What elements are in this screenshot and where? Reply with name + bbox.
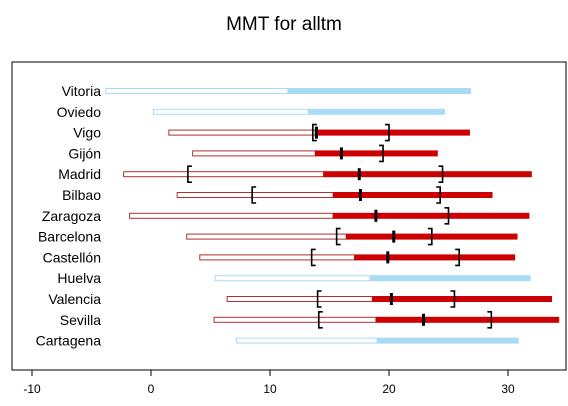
- range-bar-filled: [287, 88, 472, 94]
- ci-low-bracket: [310, 248, 316, 267]
- plot-frame: [11, 61, 567, 371]
- range-bar-filled: [323, 171, 532, 178]
- ci-low-bracket: [312, 123, 317, 142]
- chart-title: MMT for alltm: [226, 14, 342, 35]
- ci-low-bracket: [251, 186, 257, 204]
- mmt-marker: [374, 209, 378, 222]
- x-tick-label: -10: [23, 382, 41, 396]
- range-bar-hollow: [213, 316, 377, 323]
- mmt-marker: [422, 313, 426, 326]
- range-bar-hollow: [236, 337, 378, 344]
- mmt-marker: [358, 189, 362, 201]
- range-bar-hollow: [152, 108, 309, 115]
- range-bar-hollow: [192, 150, 316, 157]
- range-bar-hollow: [214, 275, 371, 282]
- ci-high-bracket: [450, 290, 456, 308]
- mmt-marker: [392, 230, 396, 243]
- mmt-marker: [389, 293, 393, 305]
- range-bar-hollow: [176, 192, 334, 198]
- range-bar-hollow: [105, 88, 289, 94]
- range-bar-hollow: [123, 171, 325, 178]
- city-label: Gijón: [68, 145, 101, 161]
- range-bar-filled: [377, 337, 519, 344]
- ci-low-bracket: [187, 165, 192, 183]
- ci-high-bracket: [455, 248, 461, 267]
- range-bar-filled: [369, 275, 531, 282]
- city-label: Vitoria: [62, 83, 102, 99]
- range-bar-filled: [333, 212, 530, 219]
- mmt-marker: [357, 168, 361, 181]
- x-tick-label: 30: [501, 382, 515, 396]
- city-label: Barcelona: [38, 229, 101, 245]
- x-axis: -10 0 10 20 30: [23, 370, 515, 396]
- range-bar-filled: [308, 108, 445, 115]
- city-labels: Vitoria Oviedo Vigo Gijón Madrid Bilbao Zarago…: [36, 83, 102, 349]
- range-bar-filled: [354, 254, 516, 261]
- range-bar-hollow: [186, 233, 347, 240]
- ci-low-bracket: [317, 311, 323, 329]
- ci-high-bracket: [438, 165, 444, 183]
- city-label: Zaragoza: [42, 208, 101, 224]
- city-label: Huelva: [57, 270, 101, 286]
- bars-layer: [105, 88, 560, 344]
- ci-low-bracket: [335, 227, 341, 246]
- city-label: Valencia: [48, 291, 101, 307]
- city-label: Cartagena: [36, 333, 102, 349]
- city-label: Vigo: [73, 125, 101, 141]
- range-bar-hollow: [226, 296, 373, 302]
- range-bar-filled: [315, 150, 438, 157]
- ci-high-bracket: [444, 207, 450, 225]
- ci-high-bracket: [379, 144, 384, 163]
- ci-high-bracket: [427, 227, 433, 246]
- ci-high-bracket: [487, 311, 493, 329]
- range-bar-filled: [375, 316, 560, 323]
- ci-high-bracket: [385, 123, 390, 142]
- mmt-marker: [339, 147, 343, 160]
- x-tick-label: 10: [263, 382, 277, 396]
- ci-low-bracket: [316, 290, 322, 308]
- x-tick-label: 0: [148, 382, 155, 396]
- ci-high-bracket: [436, 186, 441, 204]
- range-bar-hollow: [129, 212, 334, 219]
- city-label: Castellón: [43, 249, 101, 265]
- city-label: Oviedo: [57, 104, 102, 120]
- x-tick-label: 20: [382, 382, 396, 396]
- range-bar-hollow: [199, 254, 355, 261]
- city-label: Sevilla: [60, 312, 101, 328]
- range-bar-hollow: [168, 129, 316, 136]
- range-bar-filled: [333, 192, 493, 198]
- city-label: Madrid: [58, 166, 101, 182]
- city-label: Bilbao: [62, 187, 101, 203]
- mmt-marker: [314, 126, 318, 139]
- range-bar-filled: [372, 296, 553, 302]
- mmt-marker: [386, 251, 390, 264]
- range-bar-filled: [315, 129, 470, 136]
